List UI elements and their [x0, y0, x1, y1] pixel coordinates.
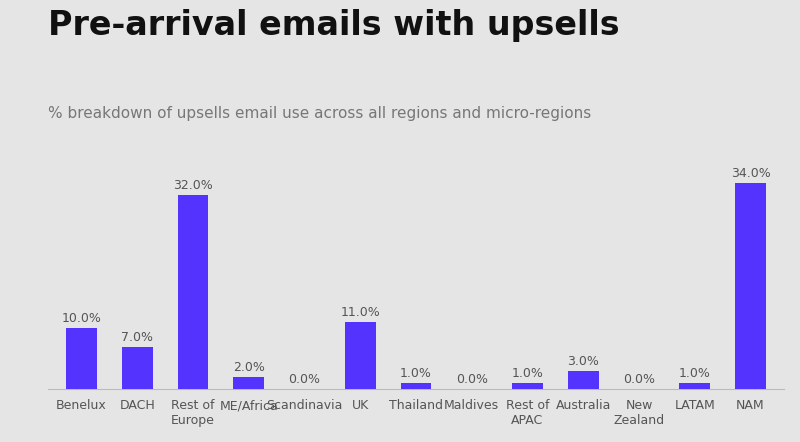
Text: 1.0%: 1.0% [400, 367, 432, 380]
Bar [735, 183, 766, 389]
Text: 7.0%: 7.0% [122, 331, 154, 343]
Bar [122, 347, 153, 389]
Bar [66, 328, 97, 389]
Bar [568, 371, 598, 389]
Bar [512, 383, 543, 389]
Text: Pre-arrival emails with upsells: Pre-arrival emails with upsells [48, 9, 620, 42]
Bar [401, 383, 431, 389]
Text: 0.0%: 0.0% [289, 373, 321, 386]
Bar [178, 195, 208, 389]
Text: 1.0%: 1.0% [679, 367, 710, 380]
Text: 2.0%: 2.0% [233, 361, 265, 374]
Text: 10.0%: 10.0% [62, 312, 102, 325]
Text: 0.0%: 0.0% [623, 373, 655, 386]
Bar [679, 383, 710, 389]
Text: 32.0%: 32.0% [173, 179, 213, 192]
Text: 34.0%: 34.0% [730, 167, 770, 180]
Text: 0.0%: 0.0% [456, 373, 488, 386]
Text: 3.0%: 3.0% [567, 355, 599, 368]
Text: 1.0%: 1.0% [511, 367, 543, 380]
Text: % breakdown of upsells email use across all regions and micro-regions: % breakdown of upsells email use across … [48, 106, 591, 121]
Bar [234, 377, 264, 389]
Text: 11.0%: 11.0% [340, 306, 380, 320]
Bar [345, 322, 375, 389]
